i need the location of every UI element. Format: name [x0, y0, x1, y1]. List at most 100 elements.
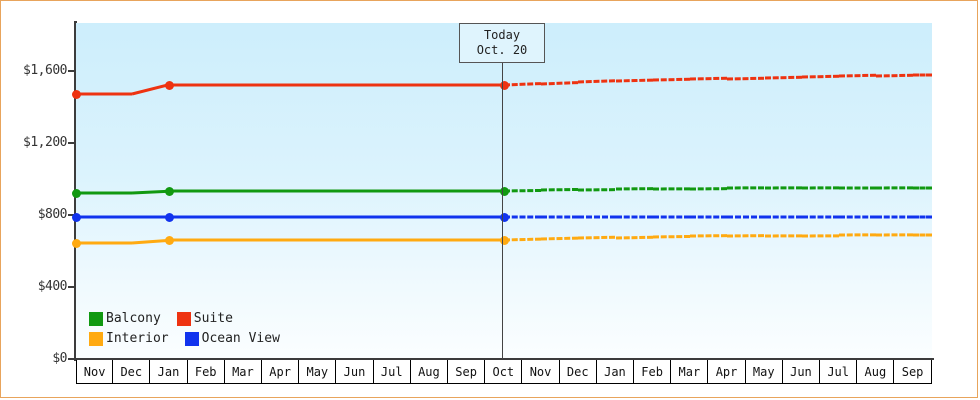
series-line-segment: [243, 215, 281, 219]
series-line-segment: [76, 215, 95, 219]
data-point-marker[interactable]: [72, 212, 81, 222]
series-line-segment: [429, 189, 467, 193]
x-axis-month-cell[interactable]: Dec: [113, 360, 151, 384]
series-line-segment: [838, 186, 877, 190]
series-line-segment: [615, 235, 653, 240]
x-axis-month-cell[interactable]: Sep: [448, 360, 486, 384]
series-line-segment: [280, 215, 318, 219]
series-line-segment: [169, 215, 207, 219]
series-line-segment: [652, 234, 691, 239]
x-axis-month-cell[interactable]: Sep: [894, 360, 932, 384]
series-line-segment: [690, 186, 728, 191]
series-line-segment: [243, 189, 281, 193]
legend-label: Balcony: [106, 311, 161, 326]
data-point-marker[interactable]: [72, 90, 81, 100]
x-axis-month-cell[interactable]: May: [745, 360, 783, 384]
x-axis-month-cell[interactable]: Apr: [708, 360, 746, 384]
series-line-segment: [913, 215, 932, 219]
series-line-segment: [466, 238, 504, 242]
series-line-segment: [764, 186, 802, 190]
today-date: Oct. 20: [476, 43, 528, 57]
legend-swatch-icon: [89, 332, 103, 346]
legend-item-interior[interactable]: Interior: [89, 332, 169, 346]
data-point-marker[interactable]: [72, 238, 81, 248]
series-line-segment: [764, 75, 802, 80]
y-tick-label: $800: [37, 207, 68, 222]
x-axis-month-cell[interactable]: Jun: [336, 360, 374, 384]
legend-item-balcony[interactable]: Balcony: [89, 312, 161, 326]
x-axis-month-cell[interactable]: Jan: [596, 360, 635, 384]
series-line-segment: [578, 79, 616, 84]
series-line-segment: [131, 83, 170, 96]
x-axis-month-cell[interactable]: Feb: [187, 360, 225, 384]
series-line-segment: [392, 83, 430, 87]
y-tick: [68, 286, 76, 288]
x-axis-month-cell[interactable]: Apr: [262, 360, 300, 384]
x-axis-month-cell[interactable]: Aug: [857, 360, 895, 384]
y-tick-label: $1,600: [23, 63, 67, 78]
series-line-segment: [727, 76, 765, 81]
x-axis-month-cell[interactable]: Jul: [820, 360, 858, 384]
data-point-marker[interactable]: [165, 236, 175, 246]
series-line-segment: [801, 215, 839, 219]
data-point-marker[interactable]: [500, 186, 509, 196]
x-axis-month-cell[interactable]: Mar: [671, 360, 709, 384]
series-line-segment: [94, 241, 132, 245]
series-line-segment: [690, 77, 728, 81]
series-line-segment: [801, 186, 839, 190]
data-point-marker[interactable]: [72, 188, 81, 198]
data-point-marker[interactable]: [165, 186, 175, 196]
x-axis-month-cell[interactable]: Nov: [522, 360, 560, 384]
series-line-segment: [76, 191, 95, 194]
x-axis-month-labels: Nov Dec Jan Feb Mar Apr May Jun Jul Aug Sep Oct Nov D…: [76, 360, 932, 385]
legend-swatch-icon: [176, 312, 191, 326]
series-line-segment: [429, 238, 467, 242]
data-point-marker[interactable]: [165, 81, 175, 91]
legend-item-ocean-view[interactable]: Ocean View: [184, 332, 280, 346]
series-line-segment: [913, 73, 932, 77]
series-line-segment: [503, 188, 542, 193]
x-axis-month-cell[interactable]: Jul: [373, 360, 411, 384]
today-annotation-box: Today Oct. 20: [459, 23, 545, 63]
series-line-segment: [317, 215, 356, 219]
legend: Balcony Suite Interior Ocean View: [89, 309, 280, 349]
series-line-segment: [541, 80, 579, 86]
data-point-marker[interactable]: [165, 212, 175, 222]
series-line-segment: [206, 215, 244, 219]
x-axis-month-cell[interactable]: Dec: [559, 360, 597, 384]
x-axis-month-cell[interactable]: Jun: [782, 360, 821, 384]
series-line-segment: [206, 83, 244, 87]
y-tick-label: $1,200: [23, 135, 67, 150]
series-line-segment: [615, 187, 653, 191]
legend-item-suite[interactable]: Suite: [176, 312, 233, 326]
series-line-segment: [764, 215, 802, 219]
x-axis-month-cell[interactable]: May: [299, 360, 337, 384]
x-axis-month-cell[interactable]: Jan: [150, 360, 188, 384]
x-axis-month-cell[interactable]: Feb: [634, 360, 672, 384]
series-line-segment: [466, 215, 504, 219]
series-line-segment: [541, 188, 579, 192]
today-vertical-line: [502, 23, 503, 359]
series-line-segment: [392, 215, 430, 219]
data-point-marker[interactable]: [500, 236, 509, 246]
x-axis-month-cell[interactable]: Mar: [224, 360, 263, 384]
x-axis-month-cell[interactable]: Aug: [410, 360, 449, 384]
data-point-marker[interactable]: [500, 212, 509, 222]
series-line-segment: [913, 233, 932, 237]
legend-label: Interior: [106, 331, 169, 346]
x-axis-month-cell[interactable]: Nov: [76, 360, 114, 384]
x-axis-month-cell[interactable]: Oct: [485, 360, 523, 384]
series-line-segment: [838, 215, 877, 219]
series-line-segment: [280, 189, 318, 193]
series-line-segment: [169, 83, 207, 87]
y-tick-label: $400: [37, 279, 68, 294]
y-tick-label: $0: [52, 351, 67, 366]
series-line-segment: [615, 78, 653, 83]
series-line-segment: [392, 238, 430, 242]
series-line-segment: [466, 83, 504, 87]
y-tick: [68, 142, 76, 144]
series-line-segment: [652, 187, 691, 191]
series-line-segment: [131, 189, 170, 194]
y-tick: [68, 358, 76, 360]
data-point-marker[interactable]: [500, 81, 509, 91]
